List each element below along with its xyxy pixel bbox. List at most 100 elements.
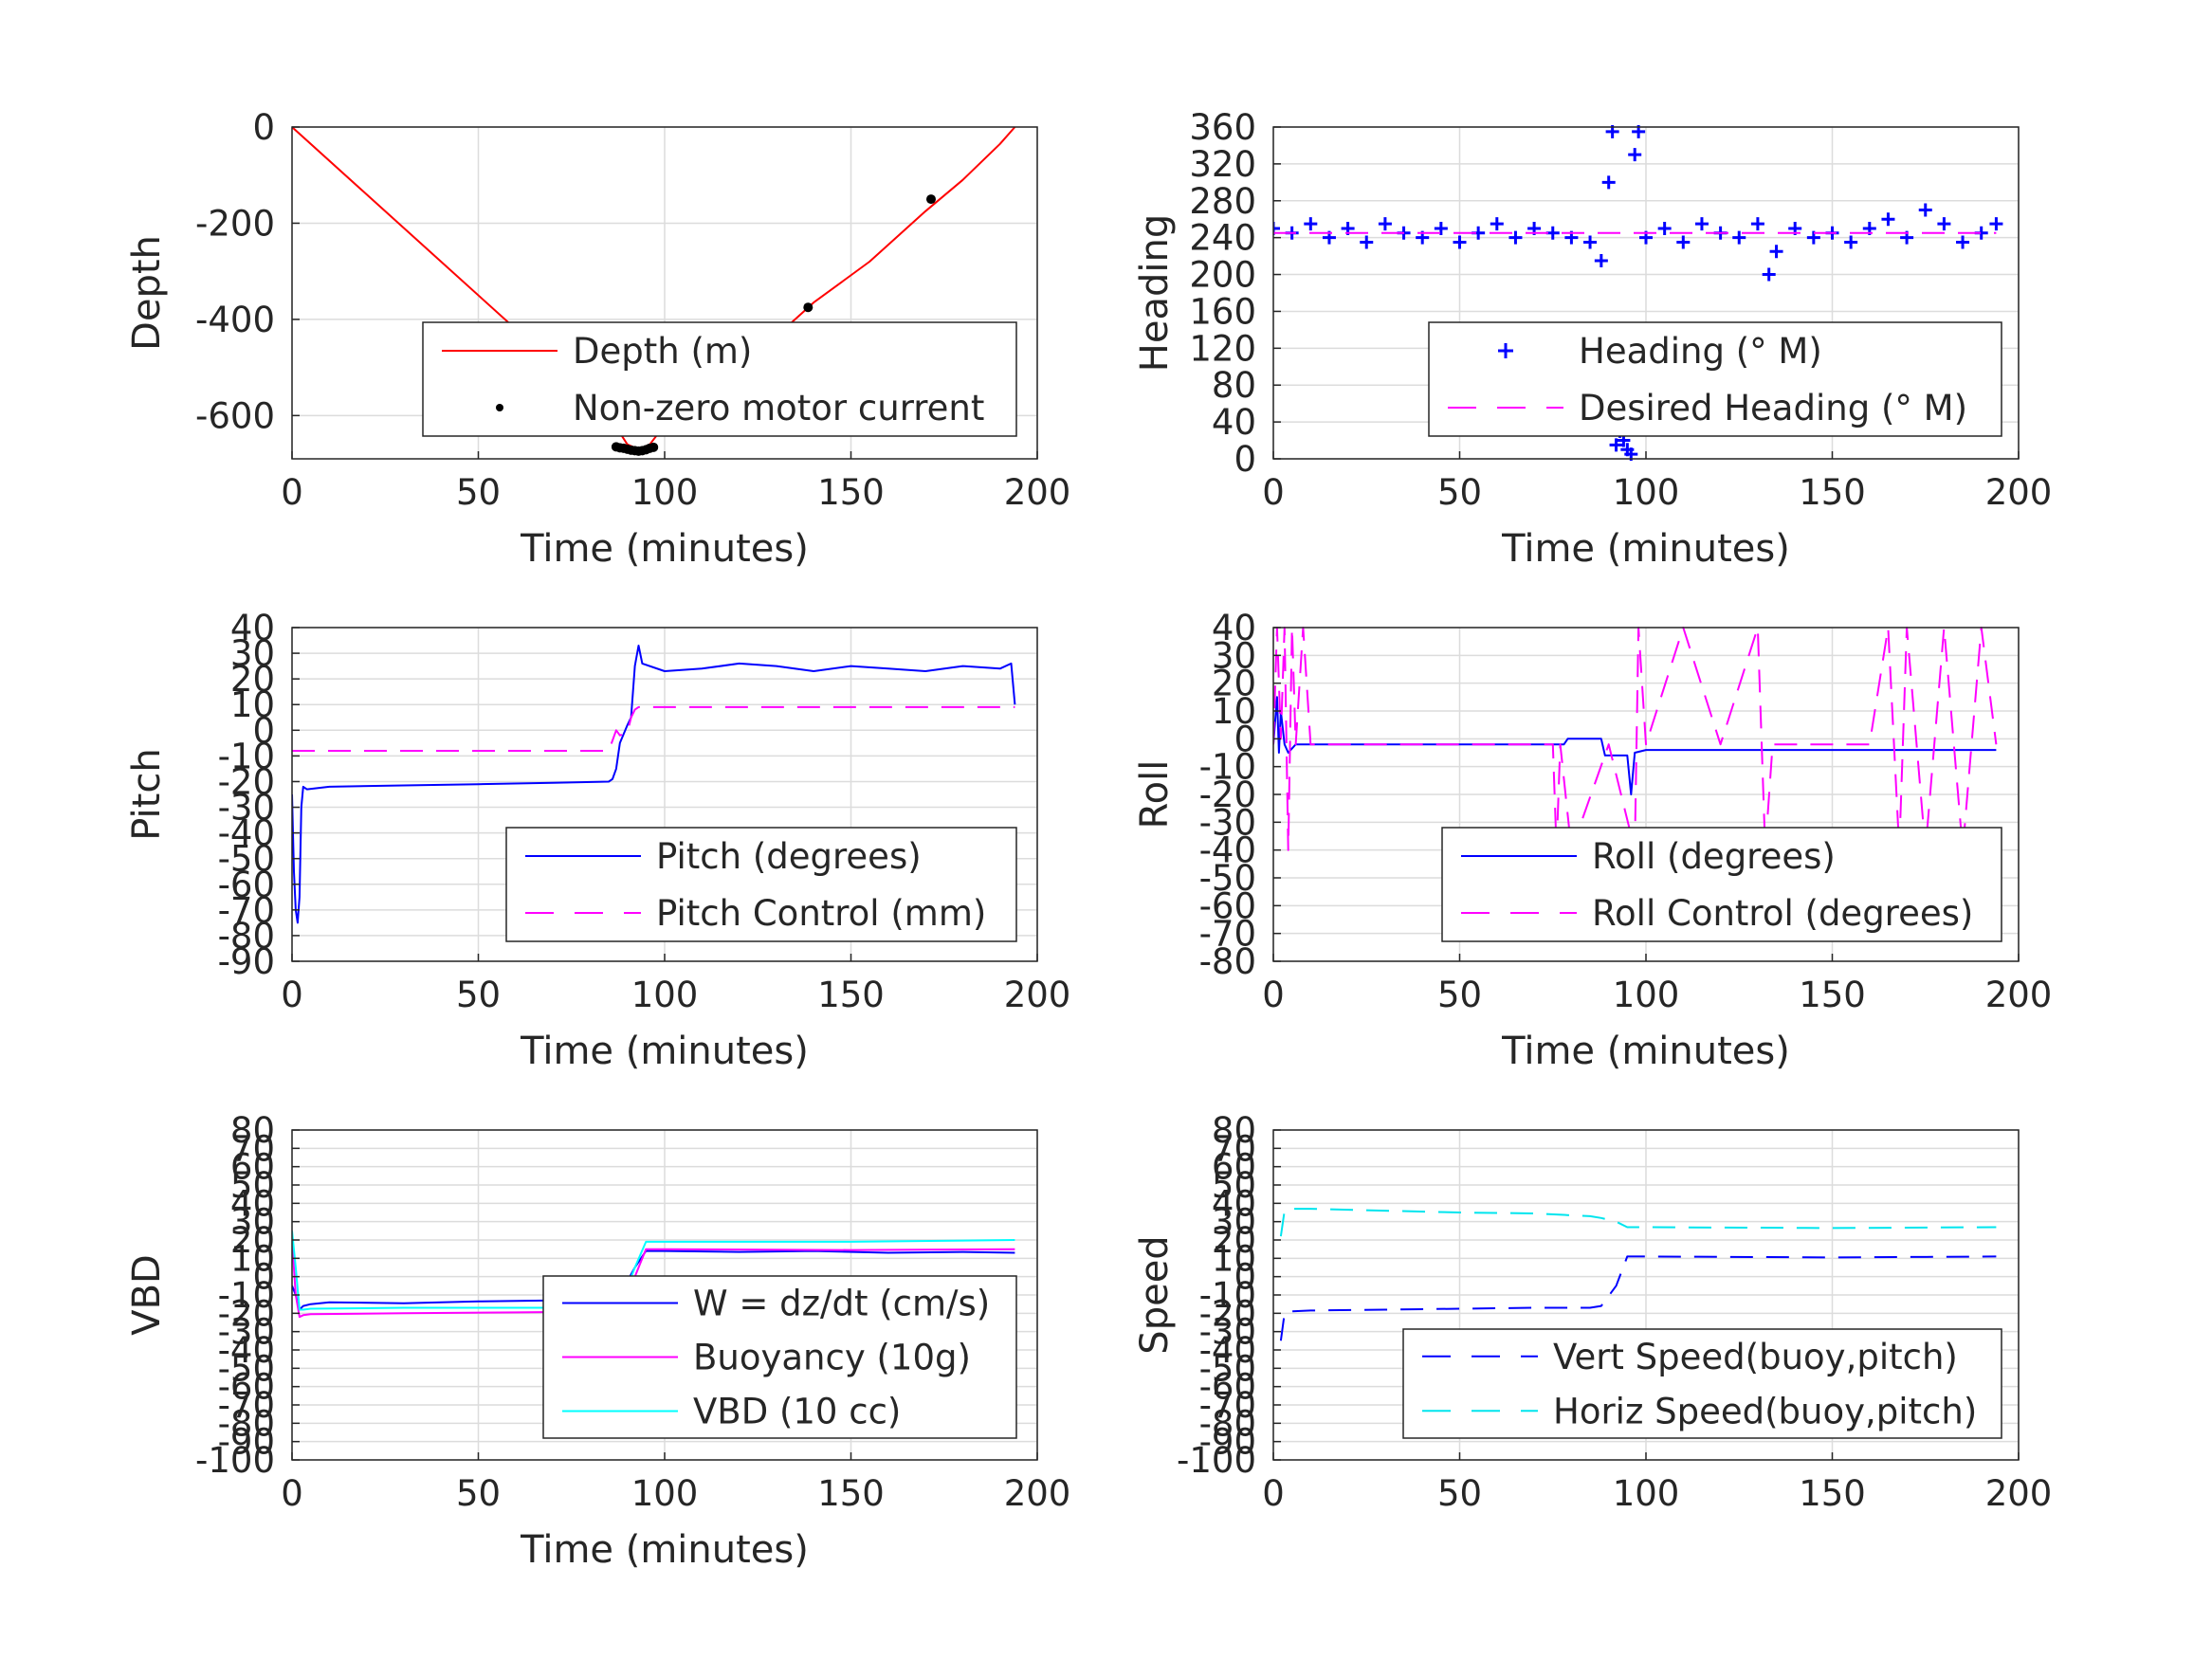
series-heading-m-point: [1694, 217, 1709, 231]
legend: Pitch (degrees) Pitch Control (mm): [505, 827, 1017, 942]
y-tick-label: -30: [218, 788, 275, 829]
y-tick-label: -60: [1199, 1367, 1256, 1408]
legend-pitch-control-mm-label: Pitch Control (mm): [656, 893, 986, 934]
legend-box: [422, 321, 1017, 437]
y-axis-label: Roll: [1133, 760, 1177, 830]
legend: Vert Speed(buoy,pitch) Horiz Speed(buoy,p…: [1402, 1328, 2002, 1439]
y-tick-label: 40: [1212, 608, 1256, 648]
subplot-4: 0 50 100 150 200403020100-10-20-30-40-50-60-…: [1133, 608, 2052, 1073]
y-tick-label: 10: [230, 684, 275, 725]
series-heading-m-point: [1657, 221, 1672, 235]
legend-heading-m-label: Heading (° M): [1579, 331, 1822, 372]
x-tick-label: 0: [1262, 472, 1285, 513]
series-heading-m-point: [1360, 235, 1374, 249]
x-tick-label: 150: [1799, 1473, 1866, 1514]
series-heading-m-point: [1490, 217, 1504, 231]
y-tick-label: -70: [1199, 914, 1256, 955]
y-tick-label: -40: [1199, 830, 1256, 871]
y-tick-label: -70: [1199, 1385, 1256, 1426]
y-tick-label: -20: [218, 1293, 275, 1334]
y-tick-label: -60: [218, 1367, 275, 1408]
series-vert-speed-buoy-pitch-line: [1279, 1255, 1997, 1341]
series-heading-m-point: [1628, 148, 1642, 162]
y-tick-label: -100: [1177, 1440, 1256, 1481]
series-heading-m-point: [1750, 217, 1764, 231]
y-tick-label: 10: [230, 1238, 275, 1279]
y-tick-label: -400: [195, 300, 275, 340]
series-heading-m-point: [1989, 217, 2003, 231]
y-tick-label: -10: [1199, 1275, 1256, 1316]
y-axis-label: Heading: [1133, 214, 1177, 372]
x-axis-label: Time (minutes): [1501, 1030, 1790, 1073]
legend: W = dz/dt (cm/s) Buoyancy (10g) VBD (10 cc…: [542, 1275, 1017, 1439]
legend-horiz-speed-buoy-pitch-label: Horiz Speed(buoy,pitch): [1553, 1391, 1977, 1431]
y-tick-label: -80: [1199, 941, 1256, 982]
legend: Depth (m) Non-zero motor current: [422, 321, 1017, 437]
y-tick-label: -90: [218, 941, 275, 982]
y-axis-label: Speed: [1133, 1235, 1177, 1354]
series-horiz-speed-buoy-pitch-line: [1279, 1208, 1997, 1237]
legend-buoyancy-10g-label: Buoyancy (10g): [693, 1338, 971, 1378]
plot-area: [1273, 125, 2003, 461]
legend: Roll (degrees) Roll Control (degrees): [1441, 827, 2002, 942]
legend-box: [1428, 321, 2002, 437]
y-tick-label: 0: [252, 107, 275, 148]
series-heading-m-point: [1762, 267, 1776, 282]
y-tick-label: -50: [218, 839, 275, 880]
y-tick-label: 360: [1189, 107, 1256, 148]
x-tick-label: 200: [1985, 472, 2053, 513]
y-tick-label: -20: [1199, 775, 1256, 815]
y-tick-label: -40: [218, 813, 275, 854]
y-tick-label: 280: [1189, 181, 1256, 222]
x-tick-label: 200: [1985, 1473, 2053, 1514]
y-tick-label: -100: [195, 1440, 275, 1481]
y-tick-label: -70: [218, 890, 275, 931]
y-tick-label: -30: [1199, 1312, 1256, 1353]
y-tick-label: 0: [1234, 719, 1256, 759]
y-tick-label: 20: [1212, 664, 1256, 704]
y-tick-label: 30: [230, 1202, 275, 1243]
series-heading-m-point: [1769, 245, 1783, 259]
y-axis-label: Depth: [125, 235, 169, 351]
y-axis-label: VBD: [125, 1254, 169, 1336]
y-tick-label: 20: [1212, 1220, 1256, 1261]
y-tick-label: 40: [1212, 402, 1256, 443]
series-heading-m-point: [1304, 217, 1318, 231]
y-tick-label: 80: [1212, 365, 1256, 406]
y-tick-label: -10: [1199, 747, 1256, 788]
y-tick-label: 0: [1234, 1257, 1256, 1298]
y-tick-label: 120: [1189, 328, 1256, 369]
x-tick-label: 100: [1613, 975, 1680, 1015]
legend-roll-control-degrees-label: Roll Control (degrees): [1592, 893, 1973, 934]
y-tick-label: 30: [230, 633, 275, 674]
x-tick-label: 0: [1262, 1473, 1285, 1514]
x-tick-label: 50: [1437, 472, 1482, 513]
y-tick-label: -50: [1199, 1348, 1256, 1389]
x-tick-label: 150: [1799, 975, 1866, 1015]
series-heading-m-point: [1937, 217, 1951, 231]
y-tick-label: 30: [1212, 635, 1256, 676]
series-non-zero-motor-current-point: [649, 442, 659, 452]
x-tick-label: 0: [281, 472, 303, 513]
series-non-zero-motor-current-point: [925, 194, 936, 205]
subplot-3: 0 50 100 150 200403020100-10-20-30-40-50-60-…: [125, 608, 1070, 1073]
x-tick-label: 150: [817, 975, 885, 1015]
y-tick-label: 20: [230, 1220, 275, 1261]
legend-w-dz-dt-cm-s-label: W = dz/dt (cm/s): [693, 1284, 990, 1324]
y-tick-label: 40: [230, 608, 275, 648]
y-tick-label: 40: [1212, 1183, 1256, 1224]
y-tick-label: 20: [230, 659, 275, 700]
series-heading-m-point: [1956, 235, 1970, 249]
legend-pitch-degrees-label: Pitch (degrees): [656, 836, 922, 877]
subplot-6: 0 50 100 150 20080706050403020100-10-20-30-4…: [1133, 1110, 2052, 1514]
x-tick-label: 150: [817, 1473, 885, 1514]
x-tick-label: 150: [1799, 472, 1866, 513]
y-tick-label: -10: [218, 736, 275, 776]
y-tick-label: 40: [230, 1183, 275, 1224]
y-tick-label: 160: [1189, 291, 1256, 332]
x-tick-label: 100: [631, 975, 699, 1015]
series-heading-m-point: [1676, 235, 1691, 249]
y-tick-label: -80: [1199, 1403, 1256, 1444]
legend-non-zero-motor-current-marker: [496, 404, 503, 411]
